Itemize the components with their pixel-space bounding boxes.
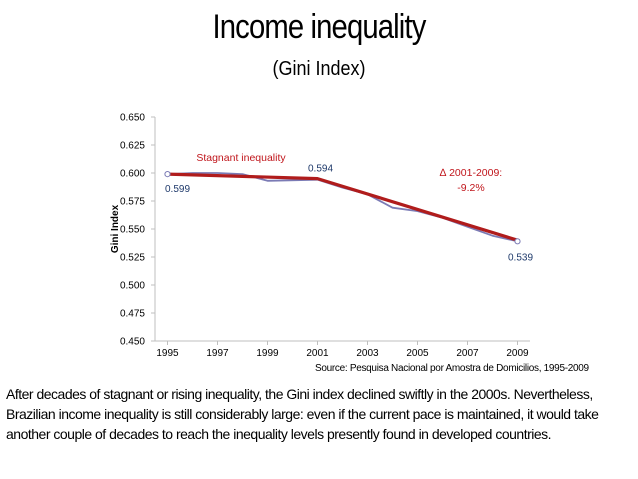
y-tick-label: 0.650	[120, 113, 145, 124]
x-tick-label: 2001	[306, 348, 329, 359]
x-tick-label: 2009	[506, 348, 529, 359]
slide-subtitle: (Gini Index)	[272, 58, 366, 80]
x-tick-label: 1999	[256, 348, 279, 359]
series-endpoint-marker	[164, 171, 171, 178]
y-tick-label: 0.525	[120, 253, 145, 264]
data-label: 0.599	[165, 184, 190, 195]
y-tick-label: 0.600	[120, 169, 145, 180]
x-tick-label: 1995	[156, 348, 179, 359]
chart-source: Source: Pesquisa Nacional por Amostra de…	[315, 363, 589, 374]
change-period-annotation: ∆ 2001-2009:	[440, 167, 502, 179]
y-tick-label: 0.500	[120, 281, 145, 292]
x-tick-label: 2003	[356, 348, 379, 359]
data-label: 0.594	[308, 164, 333, 175]
y-tick-label: 0.575	[120, 197, 145, 208]
x-tick-label: 2005	[406, 348, 429, 359]
series-endpoint-marker	[514, 238, 521, 245]
stagnant-annotation: Stagnant inequality	[196, 152, 286, 164]
change-value-annotation: -9.2%	[457, 182, 484, 194]
data-label: 0.539	[508, 252, 533, 263]
slide-caption: After decades of stagnant or rising ineq…	[6, 386, 599, 442]
slide-title: Income inequality	[212, 8, 427, 46]
y-tick-label: 0.625	[120, 141, 145, 152]
x-tick-label: 2007	[456, 348, 479, 359]
x-tick-label: 1997	[206, 348, 229, 359]
y-axis-label: Gini Index	[110, 204, 121, 253]
y-tick-label: 0.450	[120, 337, 145, 348]
y-tick-label: 0.475	[120, 309, 145, 320]
y-tick-label: 0.550	[120, 225, 145, 236]
trend-series-line	[165, 172, 520, 242]
